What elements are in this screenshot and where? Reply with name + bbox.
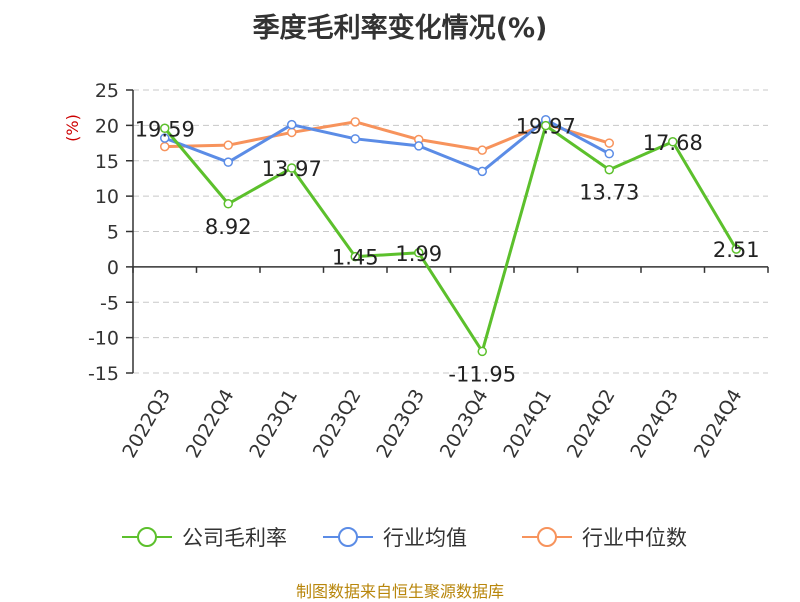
data-label: 19.97 [516,115,576,139]
x-tick-label: 2023Q2 [309,386,366,462]
source-note: 制图数据来自恒生聚源数据库 [295,582,504,601]
x-tick-label: 2024Q2 [563,386,620,462]
data-point [477,346,487,357]
data-label: 13.73 [579,181,639,205]
data-point [477,166,487,177]
x-tick-label: 2023Q3 [372,386,429,462]
data-label: 13.97 [262,157,322,181]
data-point [350,134,360,144]
data-point [604,164,614,175]
data-point [287,163,297,173]
x-tick-label: 2023Q4 [436,386,493,462]
data-label: -11.95 [448,362,516,386]
data-point [160,123,170,134]
x-tick-label: 2023Q1 [245,386,302,462]
y-tick-label: 20 [95,115,119,137]
data-point [223,140,233,150]
data-point [541,120,551,131]
y-tick-label: 15 [95,151,119,173]
x-tick-label: 2024Q4 [690,386,747,462]
legend-marker [338,527,358,547]
y-tick-label: 0 [107,257,119,279]
y-tick-label: 25 [95,80,119,102]
data-point [350,117,360,127]
legend-marker [137,527,157,547]
data-label: 8.92 [205,215,252,239]
data-point [668,137,678,147]
series-line [163,124,738,353]
data-point [287,127,297,138]
y-tick-label: -5 [100,292,119,314]
data-label: 19.59 [135,117,195,141]
data-label: 17.68 [643,131,703,155]
chart-title: 季度毛利率变化情况(%) [252,13,548,44]
y-axis-label: (%) [63,114,82,142]
data-label: 1.45 [332,246,379,270]
x-tick-label: 2024Q3 [626,386,683,462]
data-point [350,251,360,262]
data-point [160,141,170,152]
data-point [604,138,614,148]
data-point [477,145,487,155]
legend-label: 行业均值 [383,526,467,550]
data-label: 1.99 [395,242,442,266]
x-tick-label: 2022Q3 [118,386,175,462]
data-point [287,119,297,130]
x-tick-label: 2024Q1 [499,386,556,462]
legend-label: 公司毛利率 [182,526,287,550]
data-point [223,157,233,167]
series-line [164,118,610,173]
data-point [414,141,424,151]
data-point [414,248,424,258]
data-point [731,244,741,254]
data-point [604,148,614,159]
y-tick-label: -15 [88,363,119,385]
legend-marker [537,527,557,547]
data-point [223,199,233,209]
data-label: 2.51 [713,238,760,262]
y-tick-label: -10 [88,328,119,350]
y-tick-label: 5 [107,222,119,244]
data-point [160,133,170,143]
y-tick-label: 10 [95,186,119,208]
legend-label: 行业中位数 [582,526,687,550]
x-tick-label: 2022Q4 [182,386,239,462]
